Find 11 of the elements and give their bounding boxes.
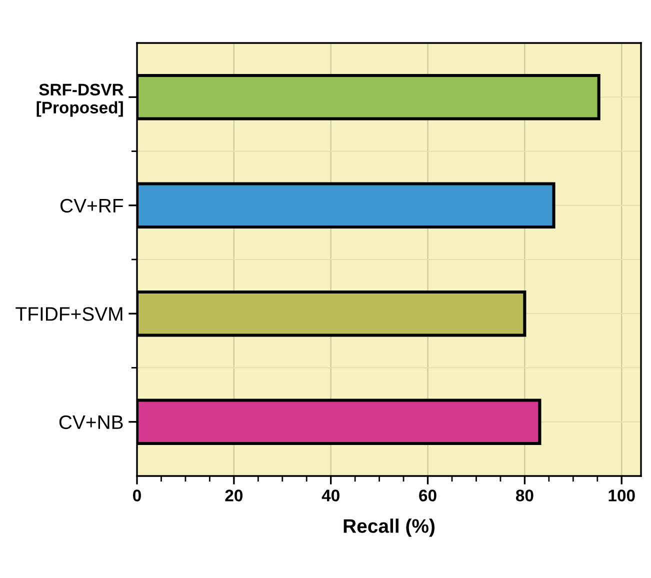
x-tick-label: 40: [322, 490, 340, 502]
x-axis-title: Recall (%): [344, 518, 434, 537]
y-tick-label: CV+RF: [60, 198, 124, 213]
x-tick-label: 80: [516, 490, 534, 502]
y-tick-label: SRF-DSVR [Proposed]: [36, 84, 124, 117]
x-tick-label: 0: [133, 490, 141, 502]
y-tick-label: CV+NB: [59, 415, 123, 430]
x-tick-label: 60: [419, 490, 436, 502]
x-tick-label: 20: [225, 490, 243, 502]
x-tick-label: 100: [608, 490, 635, 502]
y-tick-label: TFIDF+SVM: [16, 307, 122, 321]
